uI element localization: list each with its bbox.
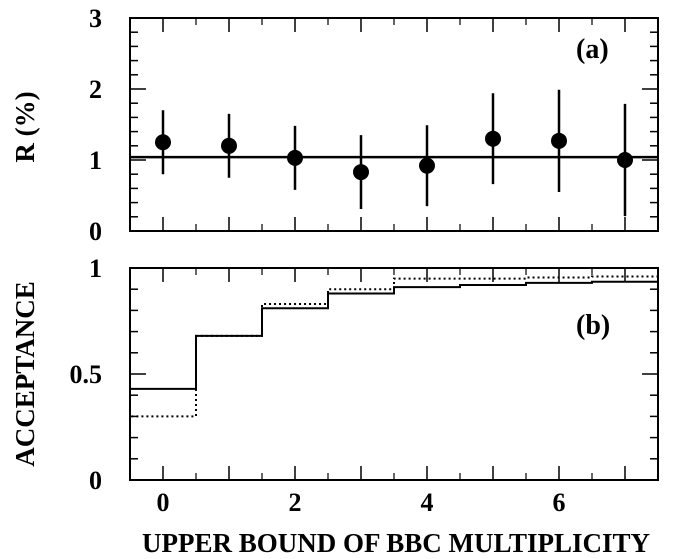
data-point bbox=[287, 149, 303, 166]
panel-b-ytick-labels: 00.51 bbox=[70, 254, 103, 495]
data-point bbox=[353, 164, 369, 181]
data-point bbox=[419, 157, 435, 174]
y-tick-label: 1 bbox=[89, 254, 102, 283]
panel-b-label: (b) bbox=[576, 310, 610, 341]
panel-a-marks bbox=[130, 89, 658, 217]
panel-b-ticks bbox=[129, 267, 659, 481]
panel-b-marks bbox=[129, 275, 658, 480]
y-tick-label: 0 bbox=[89, 217, 102, 246]
y-tick-label: 0 bbox=[89, 466, 102, 495]
panel-a-label: (a) bbox=[576, 34, 609, 65]
panel-a: 0 1 2 3 (a) R (%) bbox=[10, 4, 659, 246]
y-tick-label: 3 bbox=[89, 4, 102, 33]
acceptance-dotted-step bbox=[129, 275, 658, 480]
x-tick-label: 4 bbox=[421, 488, 434, 517]
x-tick-label: 2 bbox=[289, 488, 302, 517]
x-axis-title: UPPER BOUND OF BBC MULTIPLICITY bbox=[142, 528, 650, 558]
panel-a-ylabel: R (%) bbox=[10, 91, 40, 162]
data-point bbox=[551, 132, 567, 149]
panel-b-xtick-labels: 0 2 4 6 bbox=[157, 488, 566, 517]
data-point bbox=[617, 152, 633, 168]
acceptance-solid-step bbox=[129, 280, 658, 480]
data-point bbox=[485, 130, 501, 147]
x-tick-label: 0 bbox=[157, 488, 170, 517]
y-tick-label: 2 bbox=[89, 75, 102, 104]
panel-a-ytick-labels: 0 1 2 3 bbox=[89, 4, 102, 246]
panel-b-frame bbox=[129, 267, 659, 481]
x-tick-label: 6 bbox=[553, 488, 566, 517]
data-point bbox=[221, 137, 237, 154]
panel-b-ylabel: ACCEPTANCE bbox=[10, 281, 40, 467]
y-tick-label: 0.5 bbox=[70, 360, 103, 389]
panel-a-ticks bbox=[129, 17, 659, 232]
y-tick-label: 1 bbox=[89, 146, 102, 175]
data-point bbox=[155, 134, 171, 151]
